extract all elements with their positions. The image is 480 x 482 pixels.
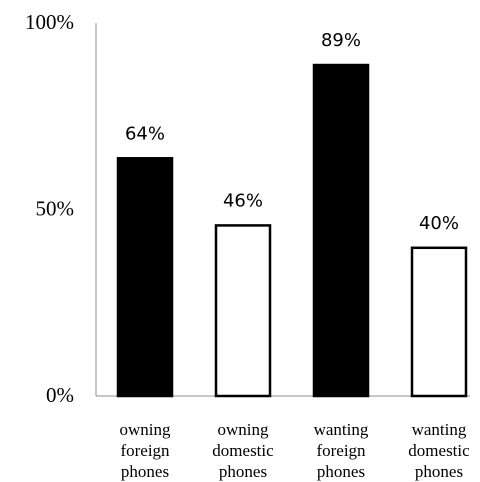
category-label-line: phones <box>121 462 169 481</box>
category-label-line: owning <box>218 420 270 439</box>
data-label: 46% <box>223 190 263 211</box>
y-tick-label: 100% <box>25 10 74 34</box>
category-label-line: owning <box>120 420 172 439</box>
category-label-line: domestic <box>212 441 274 460</box>
bar-1 <box>116 157 174 398</box>
y-tick-label: 0% <box>46 383 74 407</box>
category-label: owning domestic phones <box>212 420 274 481</box>
category-label: owning foreign phones <box>120 420 172 481</box>
bar-3 <box>312 63 370 398</box>
data-label: 64% <box>125 123 165 144</box>
category-label-line: wanting <box>412 420 467 439</box>
bar-4 <box>410 246 468 398</box>
category-label: wanting domestic phones <box>408 420 470 481</box>
category-label-line: wanting <box>314 420 369 439</box>
data-label: 89% <box>321 30 361 51</box>
bars <box>116 63 468 398</box>
category-label-line: phones <box>415 462 463 481</box>
category-label-line: phones <box>219 462 267 481</box>
category-label-line: domestic <box>408 441 470 460</box>
data-labels: 64% 46% 89% 40% <box>125 30 459 234</box>
data-label: 40% <box>419 213 459 234</box>
category-label-line: foreign <box>316 441 366 460</box>
y-axis: 0% 50% 100% <box>25 10 97 407</box>
category-label-line: foreign <box>120 441 170 460</box>
bar-2 <box>214 224 272 398</box>
category-label-line: phones <box>317 462 365 481</box>
y-tick-label: 50% <box>36 197 75 221</box>
category-label: wanting foreign phones <box>314 420 369 481</box>
